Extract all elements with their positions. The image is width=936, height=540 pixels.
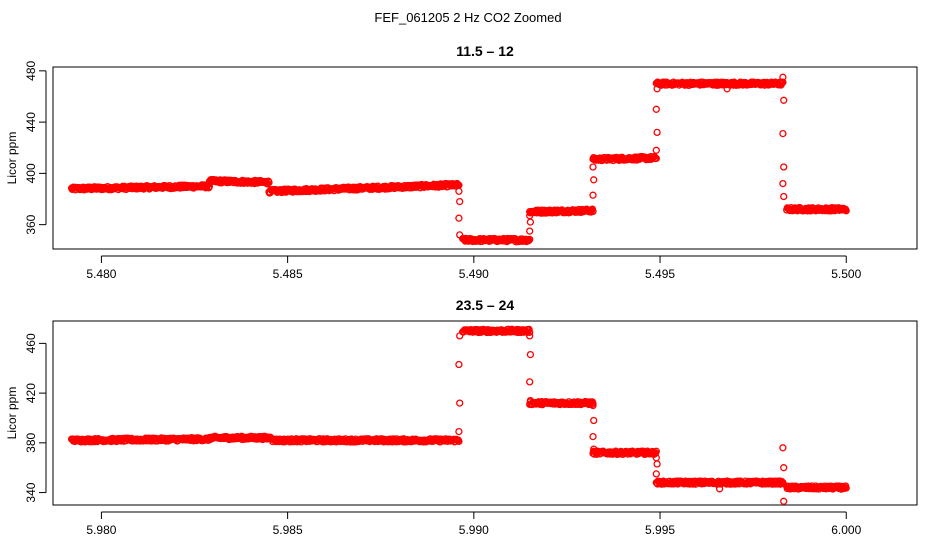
data-point — [526, 212, 534, 220]
y-tick-label: 340 — [24, 482, 38, 502]
data-point — [455, 437, 463, 446]
x-tick-label: 5.480 — [86, 267, 116, 281]
data-point — [455, 360, 463, 369]
y-axis-label: Licor ppm — [5, 132, 19, 185]
y-axis-label: Licor ppm — [5, 387, 19, 440]
data-point — [456, 231, 464, 239]
data-point — [652, 146, 660, 154]
x-axis: 5.480 5.485 5.490 5.495 5.500 — [86, 255, 862, 281]
data-point — [526, 396, 535, 405]
data-point — [842, 484, 850, 492]
x-tick-label: 5.495 — [645, 267, 675, 281]
data-point — [456, 399, 464, 407]
data-point — [780, 192, 788, 201]
data-point — [526, 235, 534, 244]
data-point — [779, 78, 787, 86]
y-tick-label: 360 — [24, 214, 38, 234]
data-point — [779, 478, 787, 487]
panel-bottom: 23.5 – 24 Licor ppm 5.980 5.985 5.990 5.995… — [5, 297, 918, 537]
data-point — [780, 497, 788, 505]
data-point — [780, 464, 788, 472]
data-point — [723, 85, 731, 93]
data-point — [652, 154, 660, 163]
y-axis: 360 400 440 480 — [24, 61, 47, 235]
data-point — [779, 444, 787, 452]
data-point — [456, 197, 464, 206]
data-point — [779, 73, 787, 81]
data-point — [590, 176, 598, 184]
data-point — [589, 401, 597, 410]
data-point — [780, 96, 788, 104]
data-point — [652, 470, 660, 478]
data-point — [455, 187, 463, 195]
x-tick-label: 6.000 — [831, 523, 861, 537]
x-tick-label: 5.490 — [459, 267, 489, 281]
data-point — [590, 416, 598, 425]
y-tick-label: 460 — [24, 333, 38, 353]
data-point — [455, 427, 463, 436]
data-point — [589, 207, 597, 216]
y-tick-label: 420 — [24, 383, 38, 403]
plot-frame — [52, 320, 918, 506]
data-point — [526, 328, 534, 336]
panel-title: 11.5 – 12 — [456, 43, 514, 59]
data-point — [589, 191, 597, 199]
data-point — [715, 485, 724, 493]
data-point — [526, 227, 534, 235]
x-tick-label: 5.500 — [831, 267, 861, 281]
data-point — [780, 163, 788, 171]
y-tick-label: 440 — [24, 112, 38, 132]
data-point — [653, 460, 661, 468]
y-tick-label: 400 — [24, 163, 38, 183]
data-point — [526, 332, 534, 340]
panel-title: 23.5 – 24 — [456, 297, 515, 313]
y-axis: 340 380 420 460 — [24, 333, 47, 503]
data-point — [455, 214, 463, 222]
data-point — [526, 378, 534, 386]
x-axis: 5.980 5.985 5.990 5.995 6.000 — [86, 511, 862, 537]
y-tick-label: 480 — [24, 61, 38, 81]
x-tick-label: 5.485 — [273, 267, 303, 281]
y-tick-label: 380 — [24, 433, 38, 453]
panel-top: 11.5 – 12 Licor ppm 5.480 5.485 5.490 5.495… — [5, 43, 918, 281]
data-point — [526, 350, 535, 359]
data-point — [265, 178, 273, 187]
x-tick-label: 5.980 — [86, 523, 116, 537]
data-point — [456, 332, 464, 340]
data-point — [589, 163, 597, 171]
data-series — [67, 73, 850, 246]
x-tick-label: 5.985 — [273, 523, 303, 537]
data-point — [653, 128, 661, 137]
plot-frame — [52, 66, 918, 250]
data-point — [779, 129, 787, 138]
data-point — [590, 445, 598, 453]
figure-title: FEF_061205 2 Hz CO2 Zoomed — [374, 10, 561, 25]
data-series — [67, 325, 850, 505]
data-point — [589, 432, 597, 441]
x-tick-label: 5.990 — [459, 523, 489, 537]
data-point — [526, 218, 535, 226]
data-point — [652, 105, 660, 113]
data-point — [653, 85, 661, 93]
data-point — [779, 179, 787, 188]
x-tick-label: 5.995 — [645, 523, 675, 537]
data-point — [842, 207, 850, 215]
